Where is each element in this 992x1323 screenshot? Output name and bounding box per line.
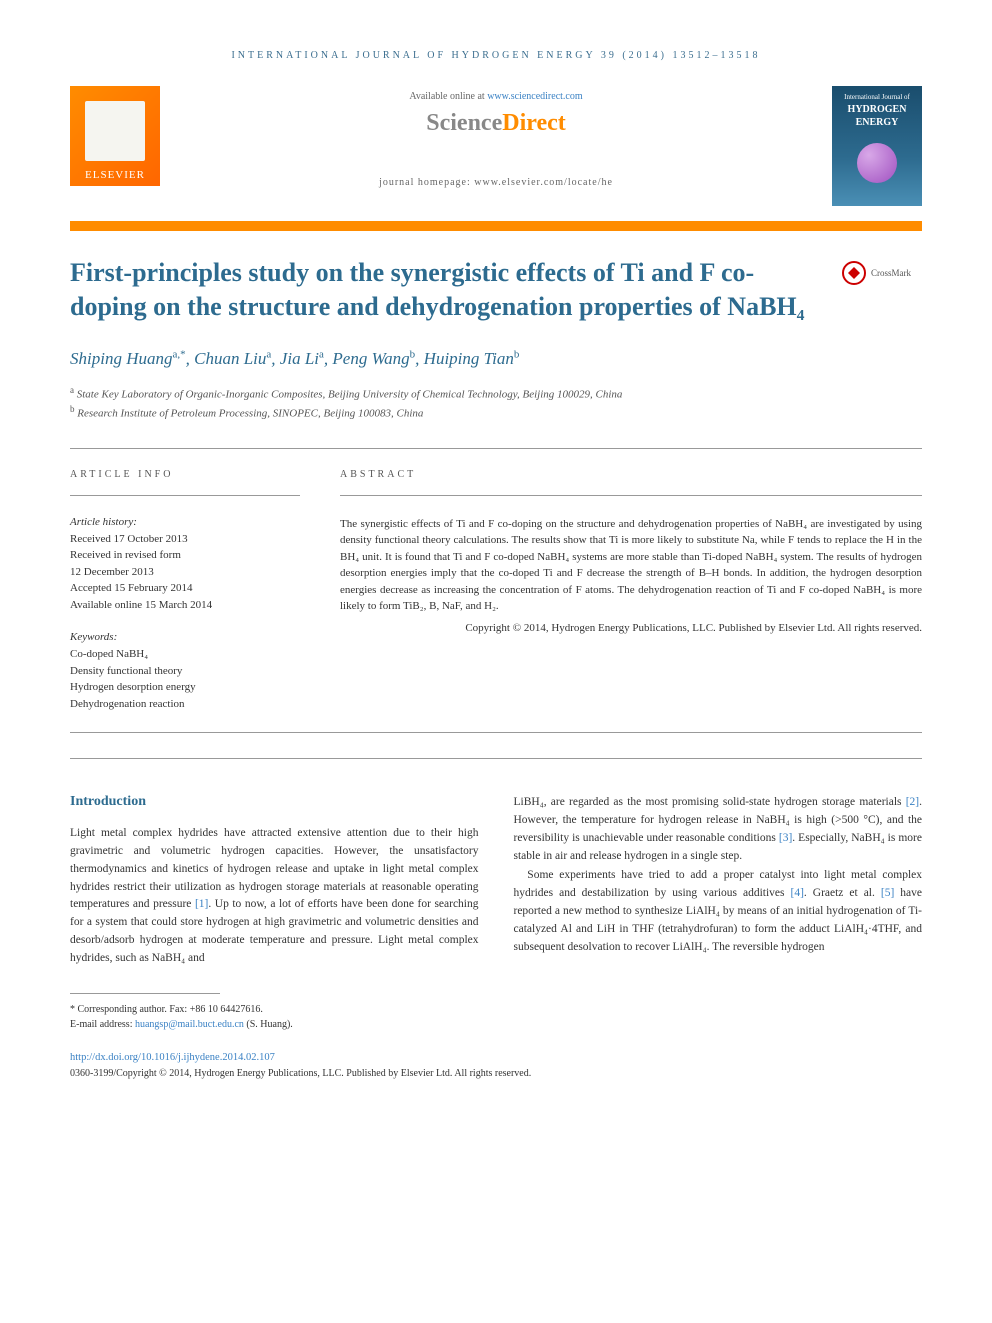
crossmark-icon	[842, 261, 866, 285]
history-item: Available online 15 March 2014	[70, 597, 300, 614]
article-info-column: ARTICLE INFO Article history: Received 1…	[70, 469, 300, 713]
elsevier-label: ELSEVIER	[85, 169, 145, 181]
abstract-column: ABSTRACT The synergistic effects of Ti a…	[340, 469, 922, 713]
info-divider	[70, 495, 300, 496]
ref-link-4[interactable]: [4]	[790, 887, 803, 899]
keywords-label: Keywords:	[70, 631, 300, 643]
journal-cover-thumbnail[interactable]: International Journal of HYDROGEN ENERGY	[832, 86, 922, 206]
journal-citation-header: INTERNATIONAL JOURNAL OF HYDROGEN ENERGY…	[70, 50, 922, 61]
elsevier-logo[interactable]: ELSEVIER	[70, 86, 160, 186]
email-link[interactable]: huangsp@mail.buct.edu.cn	[135, 1019, 244, 1030]
email-line: E-mail address: huangsp@mail.buct.edu.cn…	[70, 1017, 922, 1032]
abstract-text: The synergistic effects of Ti and F co-d…	[340, 516, 922, 615]
intro-paragraph-2: Some experiments have tried to add a pro…	[514, 867, 923, 956]
body-column-right: LiBH₄, are regarded as the most promisin…	[514, 794, 923, 968]
masthead: ELSEVIER Available online at www.science…	[70, 86, 922, 206]
affiliation-item: b Research Institute of Petroleum Proces…	[70, 403, 922, 422]
sd-science: Science	[426, 110, 502, 136]
sciencedirect-url-link[interactable]: www.sciencedirect.com	[487, 91, 582, 102]
cover-title-2: ENERGY	[856, 117, 899, 128]
author-name[interactable]: Huiping Tianb	[424, 349, 520, 368]
history-item: Received in revised form	[70, 547, 300, 564]
ref-link-2[interactable]: [2]	[906, 796, 919, 808]
meta-divider-bottom	[70, 732, 922, 733]
abstract-copyright: Copyright © 2014, Hydrogen Energy Public…	[340, 620, 922, 637]
cover-subtitle: International Journal of	[844, 94, 910, 102]
meta-divider-top	[70, 448, 922, 449]
sd-direct: Direct	[502, 110, 566, 136]
body-column-left: Introduction Light metal complex hydride…	[70, 794, 479, 968]
crossmark-badge[interactable]: CrossMark	[842, 261, 922, 285]
article-title: First-principles study on the synergisti…	[70, 256, 812, 324]
author-name[interactable]: Shiping Huanga,*	[70, 349, 186, 368]
abstract-heading: ABSTRACT	[340, 469, 922, 480]
keyword-item: Co-doped NaBH₄	[70, 646, 300, 663]
abstract-divider	[340, 495, 922, 496]
corresponding-author: * Corresponding author. Fax: +86 10 6442…	[70, 1002, 922, 1017]
meta-section: ARTICLE INFO Article history: Received 1…	[70, 469, 922, 713]
introduction-heading: Introduction	[70, 794, 479, 810]
body-columns: Introduction Light metal complex hydride…	[70, 794, 922, 968]
history-label: Article history:	[70, 516, 300, 528]
email-label: E-mail address:	[70, 1019, 135, 1030]
keyword-item: Density functional theory	[70, 663, 300, 680]
keyword-item: Dehydrogenation reaction	[70, 696, 300, 713]
article-info-heading: ARTICLE INFO	[70, 469, 300, 480]
intro-paragraph-1: Light metal complex hydrides have attrac…	[70, 825, 479, 968]
keyword-item: Hydrogen desorption energy	[70, 679, 300, 696]
author-name[interactable]: Chuan Liua	[194, 349, 271, 368]
elsevier-tree-icon	[85, 101, 145, 161]
cover-graphic-icon	[857, 143, 897, 183]
body-start-divider	[70, 758, 922, 759]
history-item: Accepted 15 February 2014	[70, 580, 300, 597]
history-item: Received 17 October 2013	[70, 531, 300, 548]
email-suffix: (S. Huang).	[244, 1019, 293, 1030]
authors-list: Shiping Huanga,*, Chuan Liua, Jia Lia, P…	[70, 349, 922, 370]
orange-divider	[70, 221, 922, 231]
footer-divider	[70, 993, 220, 994]
history-item: 12 December 2013	[70, 564, 300, 581]
intro-paragraph-1-cont: LiBH₄, are regarded as the most promisin…	[514, 794, 923, 865]
footer-copyright: 0360-3199/Copyright © 2014, Hydrogen Ene…	[70, 1068, 922, 1079]
ref-link-5[interactable]: [5]	[881, 887, 894, 899]
available-online-prefix: Available online at	[409, 91, 487, 102]
crossmark-label: CrossMark	[871, 268, 911, 278]
author-name[interactable]: Jia Lia	[280, 349, 324, 368]
author-name[interactable]: Peng Wangb	[332, 349, 415, 368]
masthead-center: Available online at www.sciencedirect.co…	[180, 86, 812, 188]
ref-link-1[interactable]: [1]	[195, 898, 208, 910]
cover-title-1: HYDROGEN	[848, 104, 907, 115]
footer-section: * Corresponding author. Fax: +86 10 6442…	[70, 993, 922, 1079]
journal-homepage-text: journal homepage: www.elsevier.com/locat…	[180, 177, 812, 188]
doi-link[interactable]: http://dx.doi.org/10.1016/j.ijhydene.201…	[70, 1052, 275, 1063]
ref-link-3[interactable]: [3]	[779, 832, 792, 844]
available-online-text: Available online at www.sciencedirect.co…	[180, 91, 812, 102]
affiliations: a State Key Laboratory of Organic-Inorga…	[70, 384, 922, 422]
sciencedirect-brand[interactable]: ScienceDirect	[180, 110, 812, 137]
affiliation-item: a State Key Laboratory of Organic-Inorga…	[70, 384, 922, 403]
